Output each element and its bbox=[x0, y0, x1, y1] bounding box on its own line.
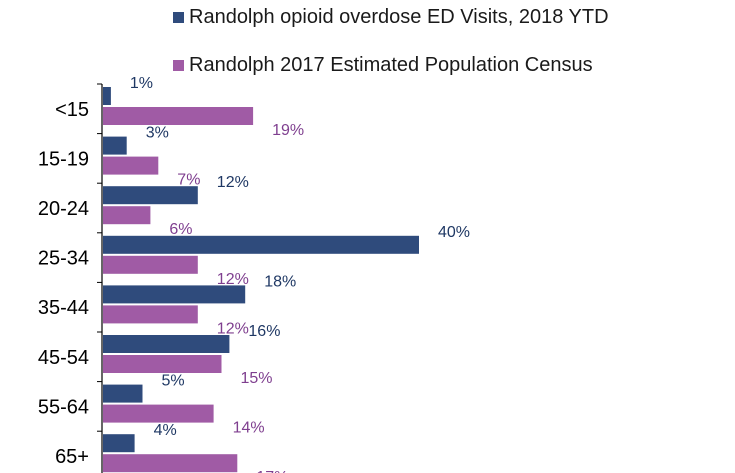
data-label-ed-visits: 16% bbox=[248, 323, 280, 340]
legend-item-ed-visits: Randolph opioid overdose ED Visits, 2018… bbox=[173, 6, 609, 29]
bar-population bbox=[103, 156, 159, 175]
bar-ed-visits bbox=[103, 87, 111, 105]
data-label-population: 19% bbox=[272, 122, 304, 139]
legend-item-population: Randolph 2017 Estimated Population Censu… bbox=[173, 54, 593, 77]
data-label-population: 17% bbox=[256, 469, 288, 473]
data-label-ed-visits: 12% bbox=[217, 174, 249, 191]
bar-ed-visits bbox=[103, 285, 246, 304]
bar-population bbox=[103, 355, 222, 373]
category-label: 25-34 bbox=[38, 248, 89, 270]
bar-ed-visits bbox=[103, 384, 143, 403]
data-label-population: 6% bbox=[169, 221, 192, 238]
legend-swatch-ed-visits bbox=[173, 12, 184, 23]
category-label: 15-19 bbox=[38, 148, 89, 170]
category-label: 20-24 bbox=[38, 198, 89, 220]
data-label-population: 12% bbox=[217, 320, 249, 337]
data-label-population: 15% bbox=[241, 370, 273, 387]
data-label-population: 14% bbox=[233, 420, 265, 437]
data-label-ed-visits: 18% bbox=[264, 273, 296, 290]
bar-ed-visits bbox=[103, 186, 198, 205]
data-label-population: 12% bbox=[217, 271, 249, 288]
bar-ed-visits bbox=[103, 434, 135, 453]
category-label: 45-54 bbox=[38, 347, 89, 369]
legend-label-ed-visits: Randolph opioid overdose ED Visits, 2018… bbox=[189, 6, 609, 28]
legend-label-population: Randolph 2017 Estimated Population Censu… bbox=[189, 54, 593, 76]
data-label-ed-visits: 3% bbox=[146, 125, 169, 142]
bar-population bbox=[103, 305, 198, 324]
bar-population bbox=[103, 206, 151, 225]
data-label-ed-visits: 5% bbox=[162, 373, 185, 390]
category-label: 55-64 bbox=[38, 396, 89, 418]
data-label-ed-visits: 4% bbox=[154, 422, 177, 439]
data-label-population: 7% bbox=[177, 172, 200, 189]
bar-ed-visits bbox=[103, 235, 419, 254]
category-label: 65+ bbox=[55, 446, 89, 468]
bar-population bbox=[103, 255, 198, 274]
bar-population bbox=[103, 454, 238, 473]
bar-population bbox=[103, 107, 254, 125]
data-label-ed-visits: 1% bbox=[130, 75, 153, 92]
legend-swatch-population bbox=[173, 60, 184, 71]
bar-ed-visits bbox=[103, 136, 127, 155]
bar-ed-visits bbox=[103, 335, 230, 353]
category-label: <15 bbox=[55, 99, 89, 121]
category-label: 35-44 bbox=[38, 297, 89, 319]
bar-population bbox=[103, 404, 214, 423]
data-label-ed-visits: 40% bbox=[438, 224, 470, 241]
